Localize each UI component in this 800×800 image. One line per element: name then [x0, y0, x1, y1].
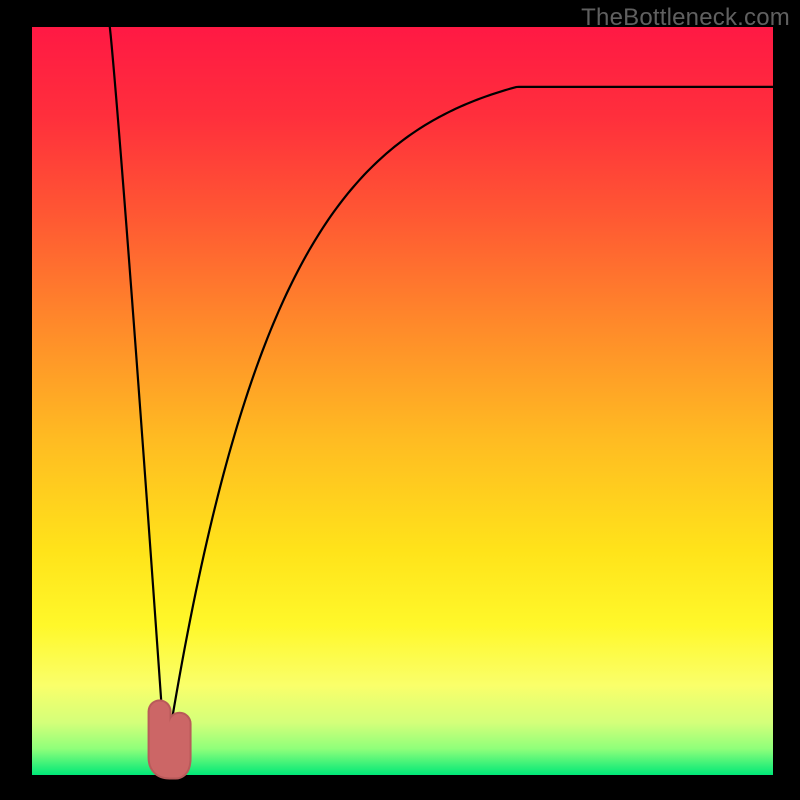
bottleneck-marker — [160, 711, 180, 767]
plot-svg — [0, 0, 800, 800]
chart-canvas: TheBottleneck.com — [0, 0, 800, 800]
watermark-text: TheBottleneck.com — [581, 4, 790, 32]
